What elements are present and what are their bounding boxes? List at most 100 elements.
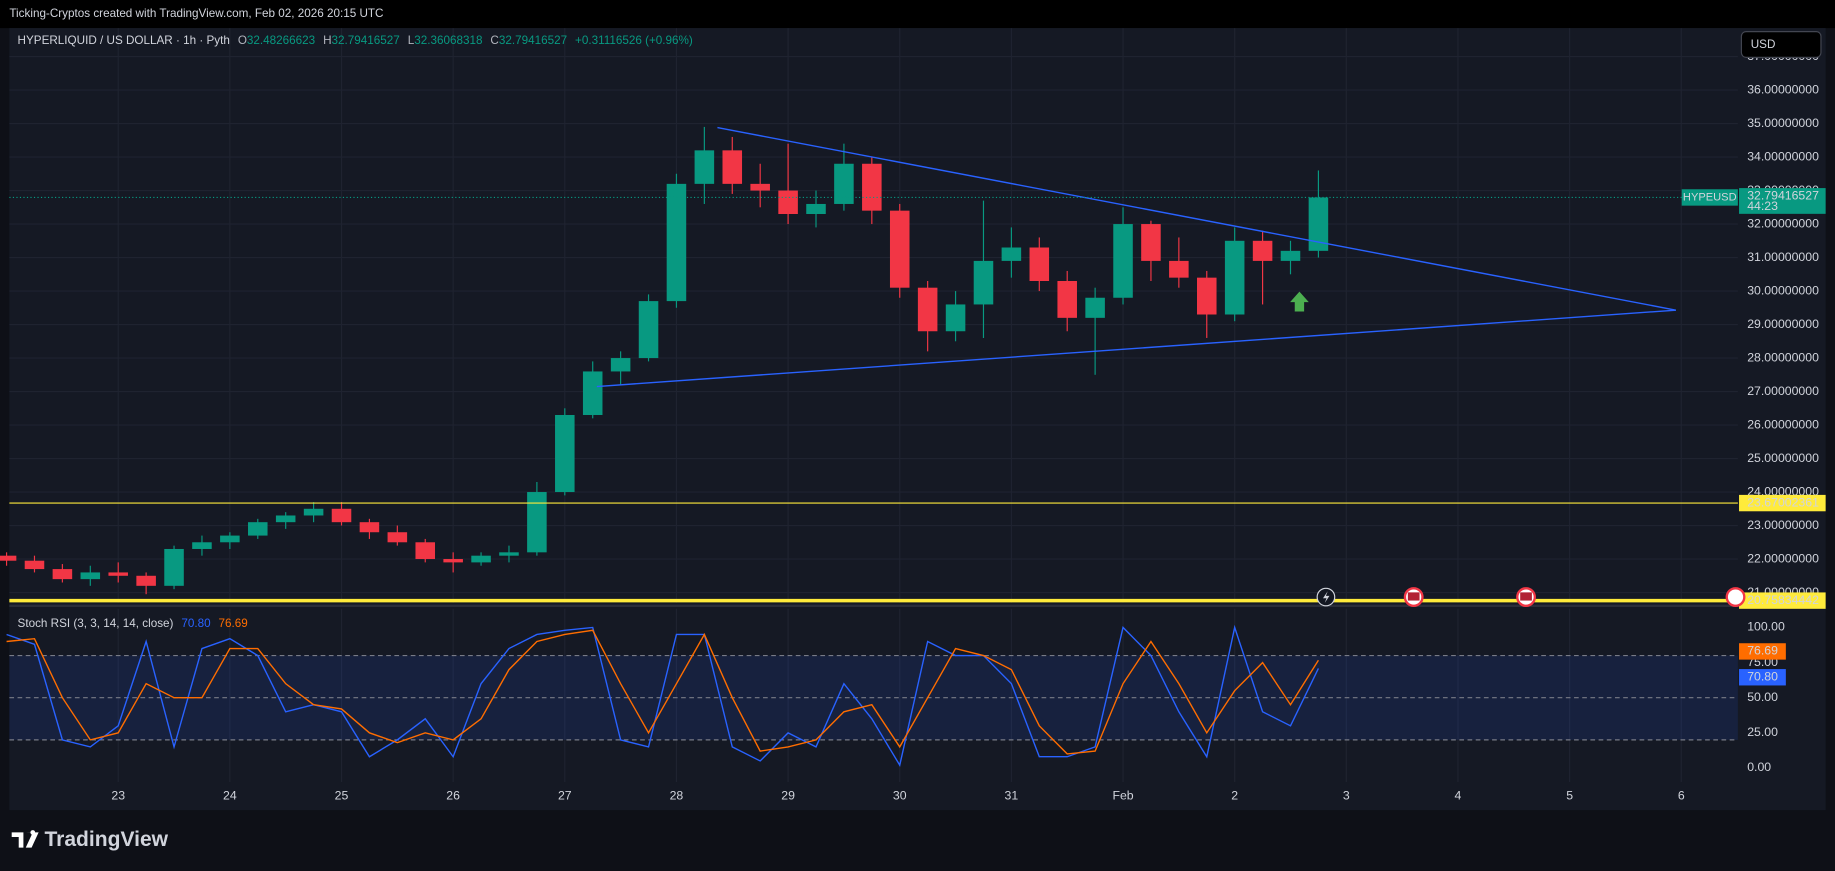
indicator-title: Stoch RSI (3, 3, 14, 14, close): [18, 617, 174, 630]
ohlc-value: 32.48266623: [247, 34, 315, 47]
candle-body: [1252, 240, 1273, 261]
candle-body: [275, 515, 296, 523]
y-tick-label: 28.00000000: [1747, 350, 1819, 364]
y-tick-label: 34.00000000: [1747, 149, 1819, 163]
indicator-line: [6, 624, 1320, 768]
d-value: 76.69: [219, 617, 248, 630]
x-tick-label: 27: [558, 788, 572, 802]
candle-body: [1196, 277, 1217, 315]
last-price-tag: [1739, 188, 1826, 214]
candle-body: [220, 535, 240, 543]
indicator-line: [6, 629, 1320, 755]
y-tick-label: 31.00000000: [1747, 250, 1819, 264]
currency-button[interactable]: [1740, 31, 1822, 58]
trendline: [596, 309, 1676, 388]
ohlc-value: 32.79416527: [499, 34, 567, 47]
y-tick-label: 29.00000000: [1747, 317, 1819, 331]
labels: 23 24 25 26 27 28 29 30 31 Feb 2 3 4 5 621.0000000022.…: [111, 49, 1826, 802]
candle-body: [722, 150, 743, 184]
x-tick-label: Feb: [1112, 788, 1133, 802]
candle-body: [164, 548, 184, 586]
candle-body: [917, 287, 938, 332]
trendline: [717, 126, 1677, 311]
price-tag-label: 20.75834442: [1747, 593, 1819, 607]
ohlc-label: C: [490, 34, 498, 47]
symbol-tag-label: HYPEUSD: [1683, 191, 1737, 203]
candle-body: [443, 559, 463, 563]
y-tick-label: 27.00000000: [1747, 384, 1819, 398]
candle-body: [862, 163, 882, 211]
chart-area: [9, 28, 1826, 811]
marks: [0, 126, 1738, 768]
candle-body: [80, 572, 101, 580]
candle-body: [666, 183, 687, 302]
y-tick-label: 32.00000000: [1747, 216, 1819, 230]
candle-body: [778, 190, 798, 215]
candle-body: [0, 555, 17, 561]
candle-body: [52, 569, 73, 580]
candle-body: [303, 508, 324, 516]
last-price-label: 32.79416527: [1747, 189, 1819, 203]
candle-body: [527, 492, 547, 553]
candle-body: [471, 555, 491, 563]
event-icons: [1316, 587, 1746, 608]
y-tick-label: 35.00000000: [1747, 116, 1819, 130]
candle-body: [1085, 297, 1105, 318]
brand: TradingView: [44, 828, 168, 851]
y-tick-label: 22.00000000: [1747, 551, 1819, 565]
price-tag: [1739, 494, 1826, 512]
candle-body: [415, 542, 436, 560]
flag-glyph: [1407, 592, 1420, 601]
x-tick-label: 31: [1005, 788, 1019, 802]
x-tick-label: 6: [1678, 788, 1685, 802]
candle-body: [555, 414, 575, 493]
y-tick-label: 30.00000000: [1747, 283, 1819, 297]
x-tick-label: 29: [781, 788, 795, 802]
candle-body: [1308, 197, 1329, 251]
flag-glyph: [1520, 592, 1532, 601]
value-tag-label: 70.80: [1747, 670, 1778, 684]
price-tag-label: 23.67002361: [1747, 495, 1819, 509]
candle-body: [638, 301, 659, 359]
candle-body: [806, 203, 826, 215]
lightning-glyph: [1323, 591, 1330, 603]
symbol-title: HYPERLIQUID / US DOLLAR · 1h · Pyth: [18, 34, 230, 47]
candle-body: [136, 575, 156, 586]
price-tag: [1739, 592, 1826, 609]
y-tick-label: 0.00: [1747, 760, 1771, 774]
x-tick-label: 24: [223, 788, 237, 802]
candle-body: [387, 532, 408, 543]
candle-body: [1224, 240, 1245, 315]
candle-body: [750, 183, 770, 191]
value-tag: [1739, 643, 1786, 660]
currency-label[interactable]: USD: [1751, 38, 1776, 51]
y-tick-label: 26.00000000: [1747, 417, 1819, 431]
candle-body: [889, 210, 910, 288]
change: +0.31116526 (+0.96%): [575, 34, 693, 47]
y-tick-label: 23.00000000: [1747, 518, 1819, 532]
k-value: 70.80: [181, 617, 211, 630]
candle-body: [1029, 247, 1050, 282]
candle-body: [694, 150, 715, 184]
x-tick-label: 2: [1231, 788, 1238, 802]
symbol-tag: [1681, 189, 1738, 206]
y-tick-label: 36.00000000: [1747, 82, 1819, 96]
stoch-legend: Stoch RSI (3, 3, 14, 14, close) 70.80 76…: [18, 617, 248, 630]
ohlc-label: O: [238, 34, 247, 47]
candle-body: [1113, 224, 1133, 298]
candle-body: [108, 572, 128, 576]
candle-body: [192, 542, 212, 549]
x-tick-label: 28: [670, 788, 684, 802]
y-tick-label: 25.00: [1747, 725, 1778, 739]
candle-body: [1280, 250, 1301, 261]
candle-body: [331, 508, 352, 523]
y-tick-label: 24.00000000: [1747, 484, 1819, 498]
ohlc-label: L: [408, 34, 415, 47]
x-tick-label: 5: [1566, 788, 1573, 802]
arrow-marker: [1290, 291, 1309, 312]
candle-body: [834, 163, 854, 204]
candle-body: [499, 552, 519, 556]
event-icon[interactable]: [1725, 587, 1746, 608]
